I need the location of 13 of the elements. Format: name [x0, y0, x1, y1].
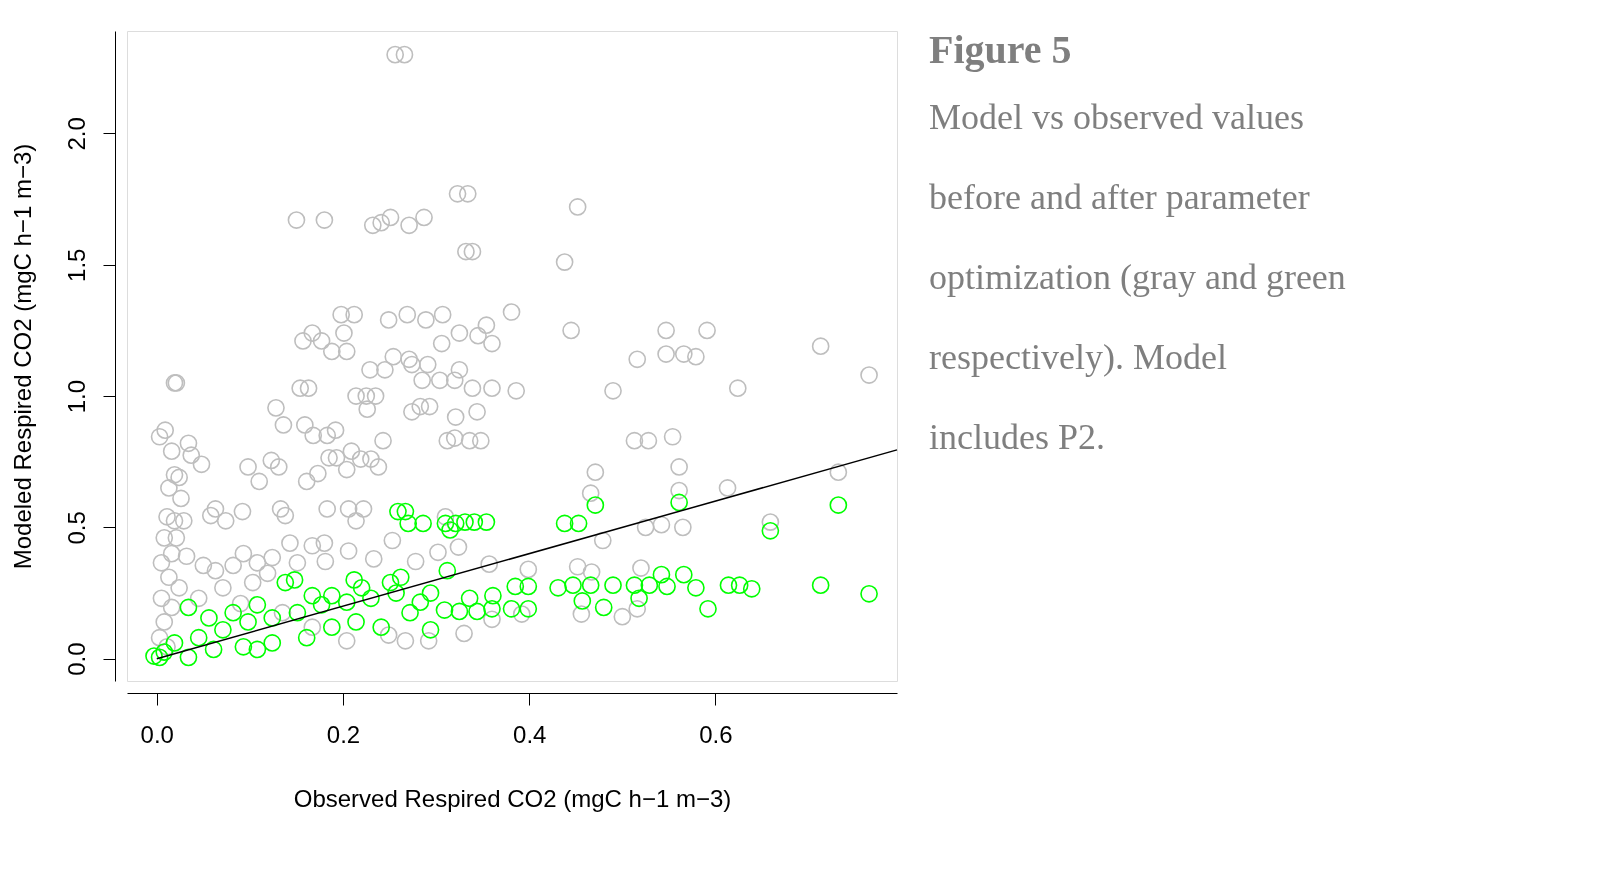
x-tick-label: 0.6: [699, 720, 733, 748]
x-tick-label: 0.0: [140, 720, 174, 748]
y-tick-label: 0.5: [62, 511, 90, 545]
x-tick-label: 0.2: [326, 720, 361, 748]
y-tick-label: 1.0: [62, 379, 90, 414]
y-tick-label: 0.0: [62, 642, 90, 676]
y-tick-label: 1.5: [62, 248, 90, 282]
y-axis-title: Modeled Respired CO2 (mgC h−1 m−3): [8, 143, 36, 570]
x-tick-label: 0.4: [513, 720, 547, 748]
y-tick-label: 2.0: [62, 117, 90, 151]
x-axis-title: Observed Respired CO2 (mgC h−1 m−3): [293, 784, 732, 812]
text: Figure 5: [929, 27, 1072, 72]
text: Model vs observed values before and after parameter optimization (gray and green respectively). Model includes P2.: [929, 97, 1346, 457]
